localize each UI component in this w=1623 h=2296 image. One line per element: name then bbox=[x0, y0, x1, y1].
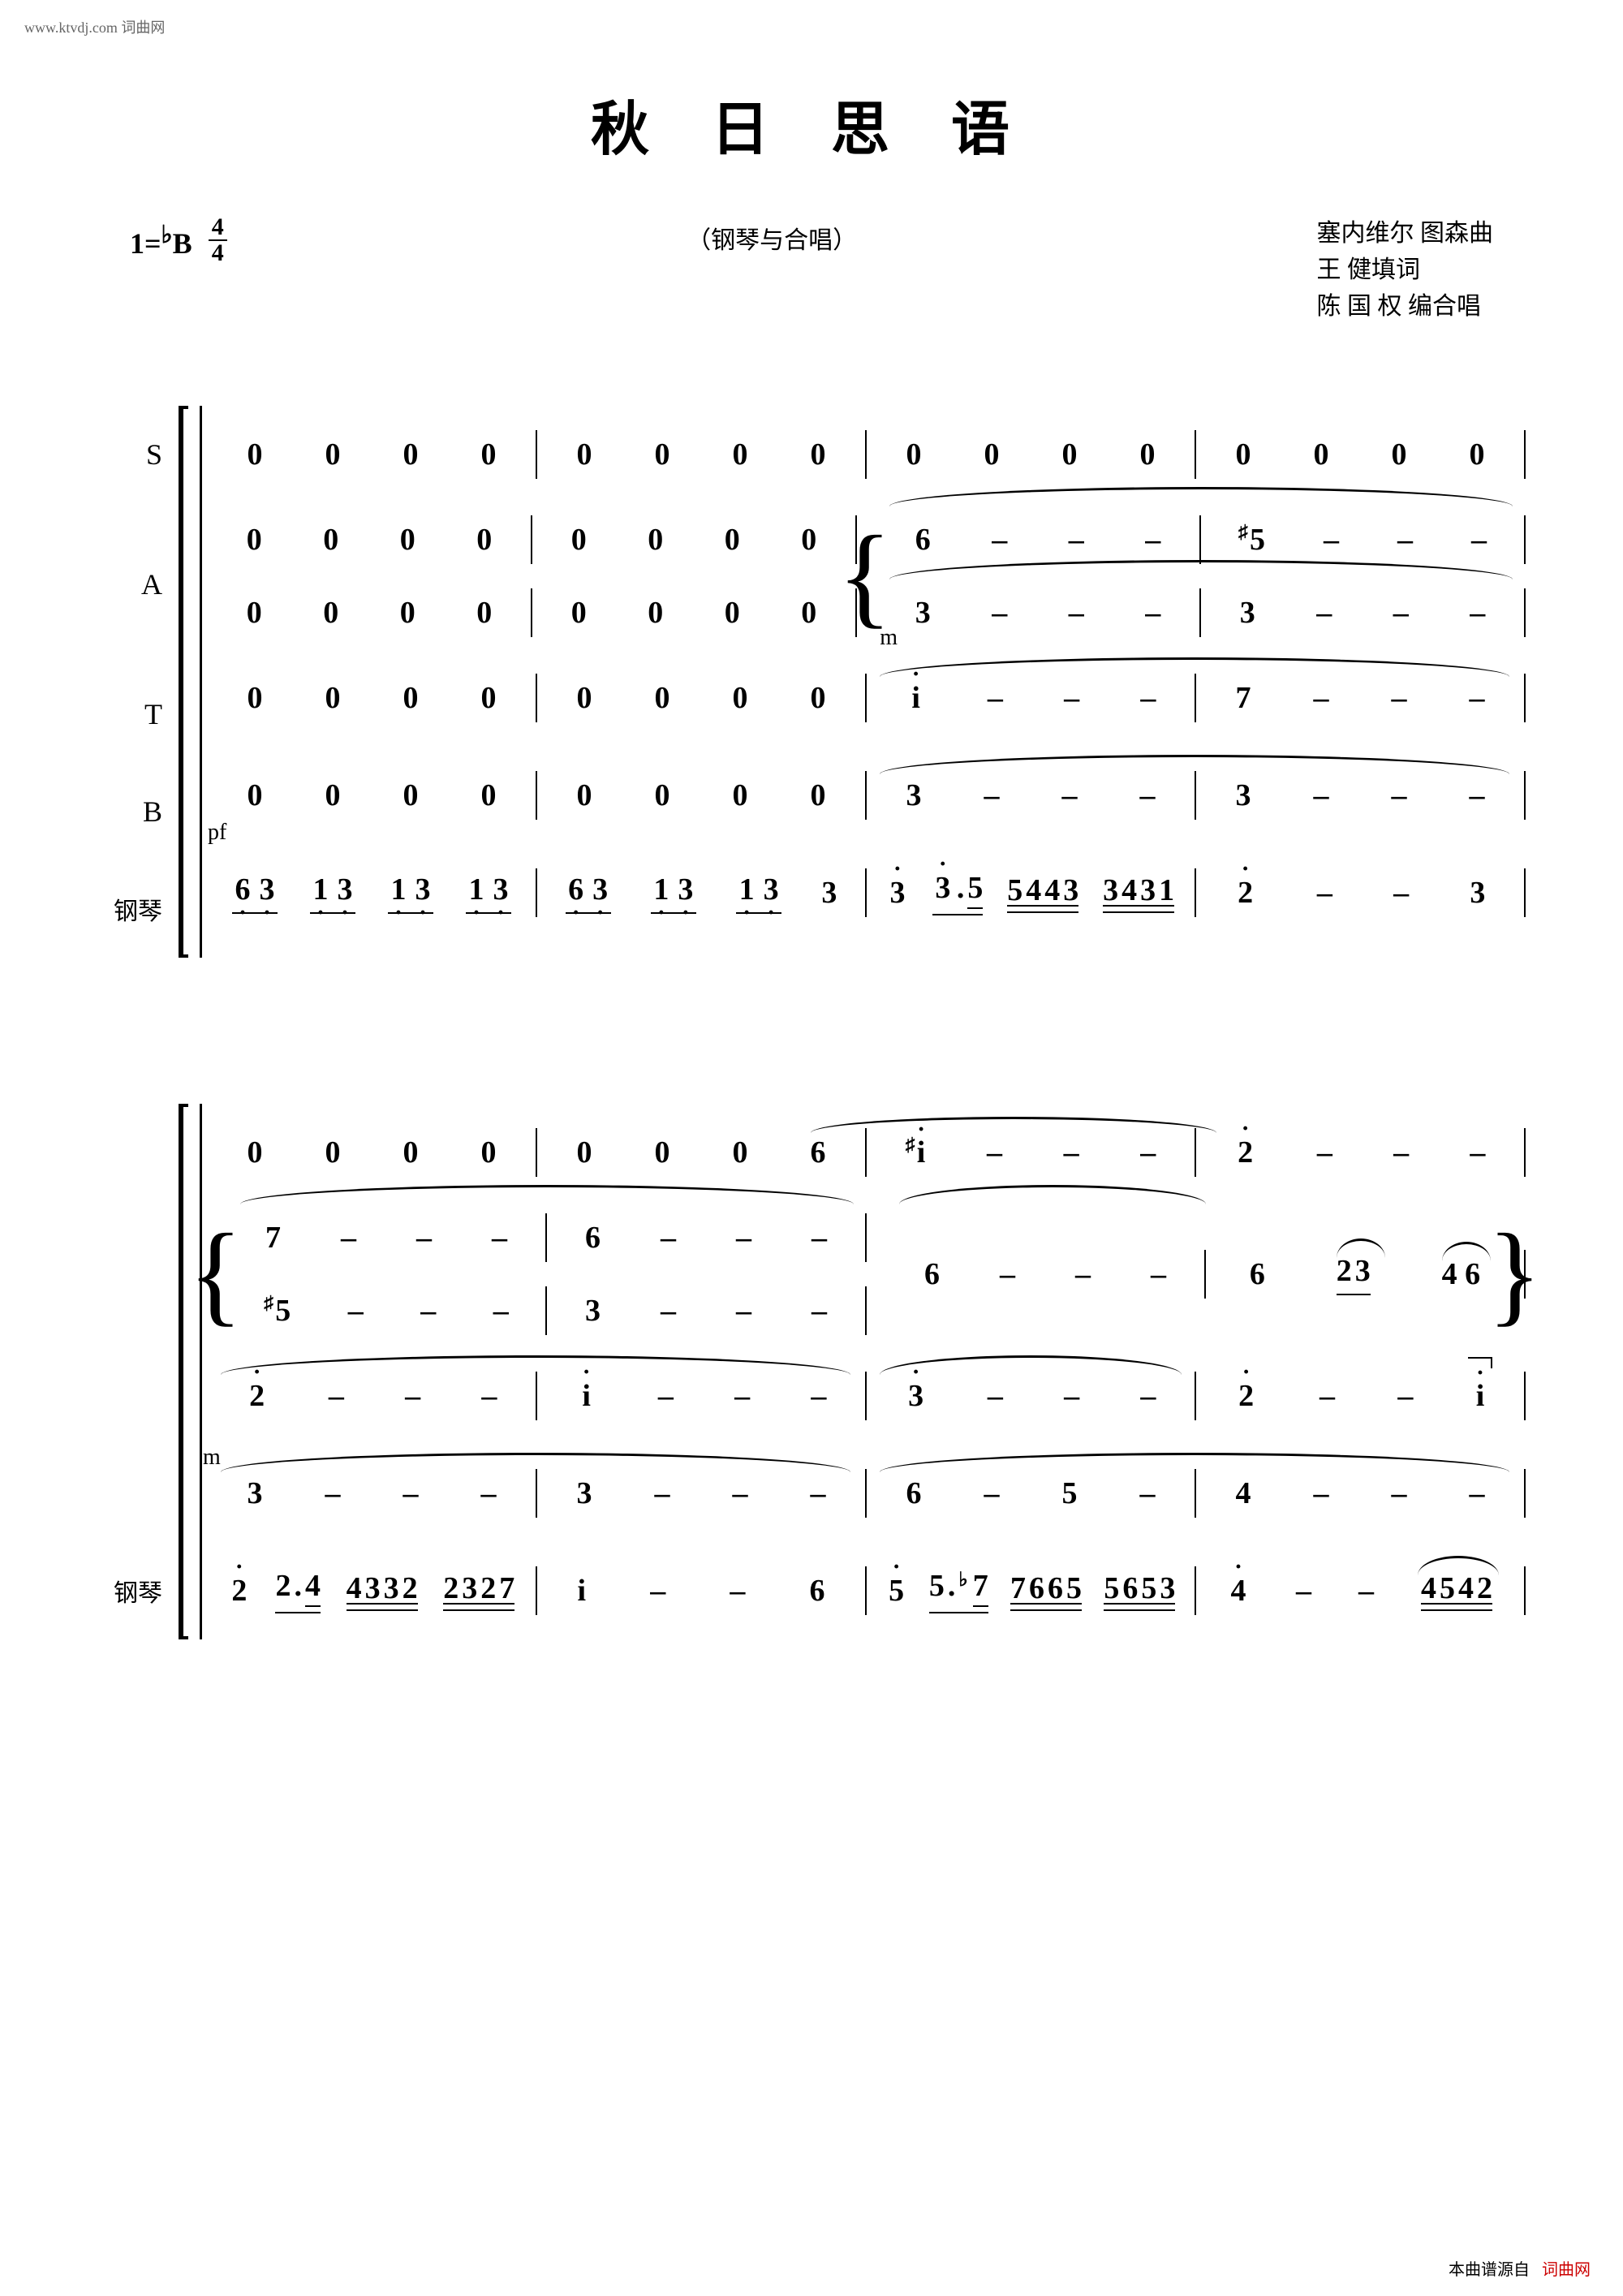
alto-brace-icon-2 bbox=[208, 1201, 227, 1347]
staves-1: 0000 0000 0000 0000 00000000 00000000 bbox=[208, 406, 1526, 958]
staves-2: 0000 0006 ♯i––– 2––– 7––– 6––– ♯5––– 3––… bbox=[208, 1104, 1526, 1639]
staff-alto2-2: ♯5––– 3––– bbox=[227, 1274, 867, 1347]
staff-bass-1: 0000 0000 3––– 3––– bbox=[208, 747, 1526, 844]
staff-bass-2: 3––– 3––– 6–5– 4––– bbox=[208, 1445, 1526, 1542]
footer-attribution: 本曲谱源自 词曲网 bbox=[1449, 2256, 1591, 2280]
footer-site: 词曲网 bbox=[1542, 2261, 1591, 2279]
label-blank-t bbox=[97, 1347, 162, 1445]
credit-arranger: 陈 国 权 编合唱 bbox=[1317, 288, 1494, 325]
sheet-music-page: www.ktvdj.com 词曲网 秋 日 思 语 1=♭B 4 4 （钢琴与合… bbox=[0, 0, 1623, 1834]
system-bracket-1 bbox=[179, 406, 188, 958]
music-system-1: S A T B 钢琴 0000 0000 0000 0000 00000000 … bbox=[97, 406, 1526, 958]
label-bass: B bbox=[97, 763, 162, 860]
key-sig-text: 1=♭B bbox=[130, 221, 192, 261]
key-time-signature: 1=♭B 4 4 bbox=[130, 215, 227, 265]
marking-pf: pf bbox=[208, 820, 226, 846]
label-soprano: S bbox=[97, 406, 162, 503]
credit-composer: 塞内维尔 图森曲 bbox=[1317, 215, 1494, 252]
staff-alto2-1: 3––– 3––– bbox=[876, 576, 1526, 649]
staff-piano-1: pf 63 13 13 13 63 13 13 3 3 3.5 5443 bbox=[208, 844, 1526, 941]
staff-tenor-2: 2––– i––– 3––– 2––i bbox=[208, 1347, 1526, 1445]
part-labels-2: 钢琴 bbox=[97, 1104, 179, 1639]
label-blank-a bbox=[97, 1201, 162, 1347]
label-blank-b bbox=[97, 1445, 162, 1542]
label-piano-2: 钢琴 bbox=[97, 1542, 162, 1639]
alto-brace-icon bbox=[857, 503, 876, 649]
staff-piano-2: 2 2.4 4332 2327 i––6 5 5.♭7 7665 5653 4–… bbox=[208, 1542, 1526, 1639]
label-piano: 钢琴 bbox=[97, 860, 162, 958]
label-blank-s bbox=[97, 1104, 162, 1201]
music-system-2: 钢琴 0000 0006 ♯i––– 2––– 7––– 6––– bbox=[97, 1104, 1526, 1639]
label-alto: A bbox=[97, 503, 162, 666]
system-bracket-inner-2 bbox=[200, 1104, 208, 1639]
staff-tenor-1: m 0000 0000 i––– 7––– bbox=[208, 649, 1526, 747]
credit-lyricist: 王 健填词 bbox=[1317, 252, 1494, 288]
subtitle: （钢琴与合唱） bbox=[687, 220, 857, 256]
song-title: 秋 日 思 语 bbox=[97, 81, 1526, 166]
label-tenor: T bbox=[97, 666, 162, 763]
marking-m: m bbox=[880, 625, 898, 651]
part-labels-1: S A T B 钢琴 bbox=[97, 406, 179, 958]
credits-block: 塞内维尔 图森曲 王 健填词 陈 国 权 编合唱 bbox=[1317, 215, 1494, 325]
header-small-text: www.ktvdj.com 词曲网 bbox=[24, 16, 165, 37]
alto-brace-right-icon bbox=[867, 1201, 886, 1347]
system-bracket-2 bbox=[179, 1104, 188, 1639]
system-bracket-inner-1 bbox=[200, 406, 208, 958]
meta-row: 1=♭B 4 4 （钢琴与合唱） 塞内维尔 图森曲 王 健填词 陈 国 权 编合… bbox=[97, 215, 1526, 325]
time-signature: 4 4 bbox=[209, 215, 227, 265]
staff-alto1-2: 7––– 6––– bbox=[227, 1201, 867, 1274]
staff-alto-merged-2: 6––– 6 23 4 6 bbox=[886, 1201, 1526, 1347]
